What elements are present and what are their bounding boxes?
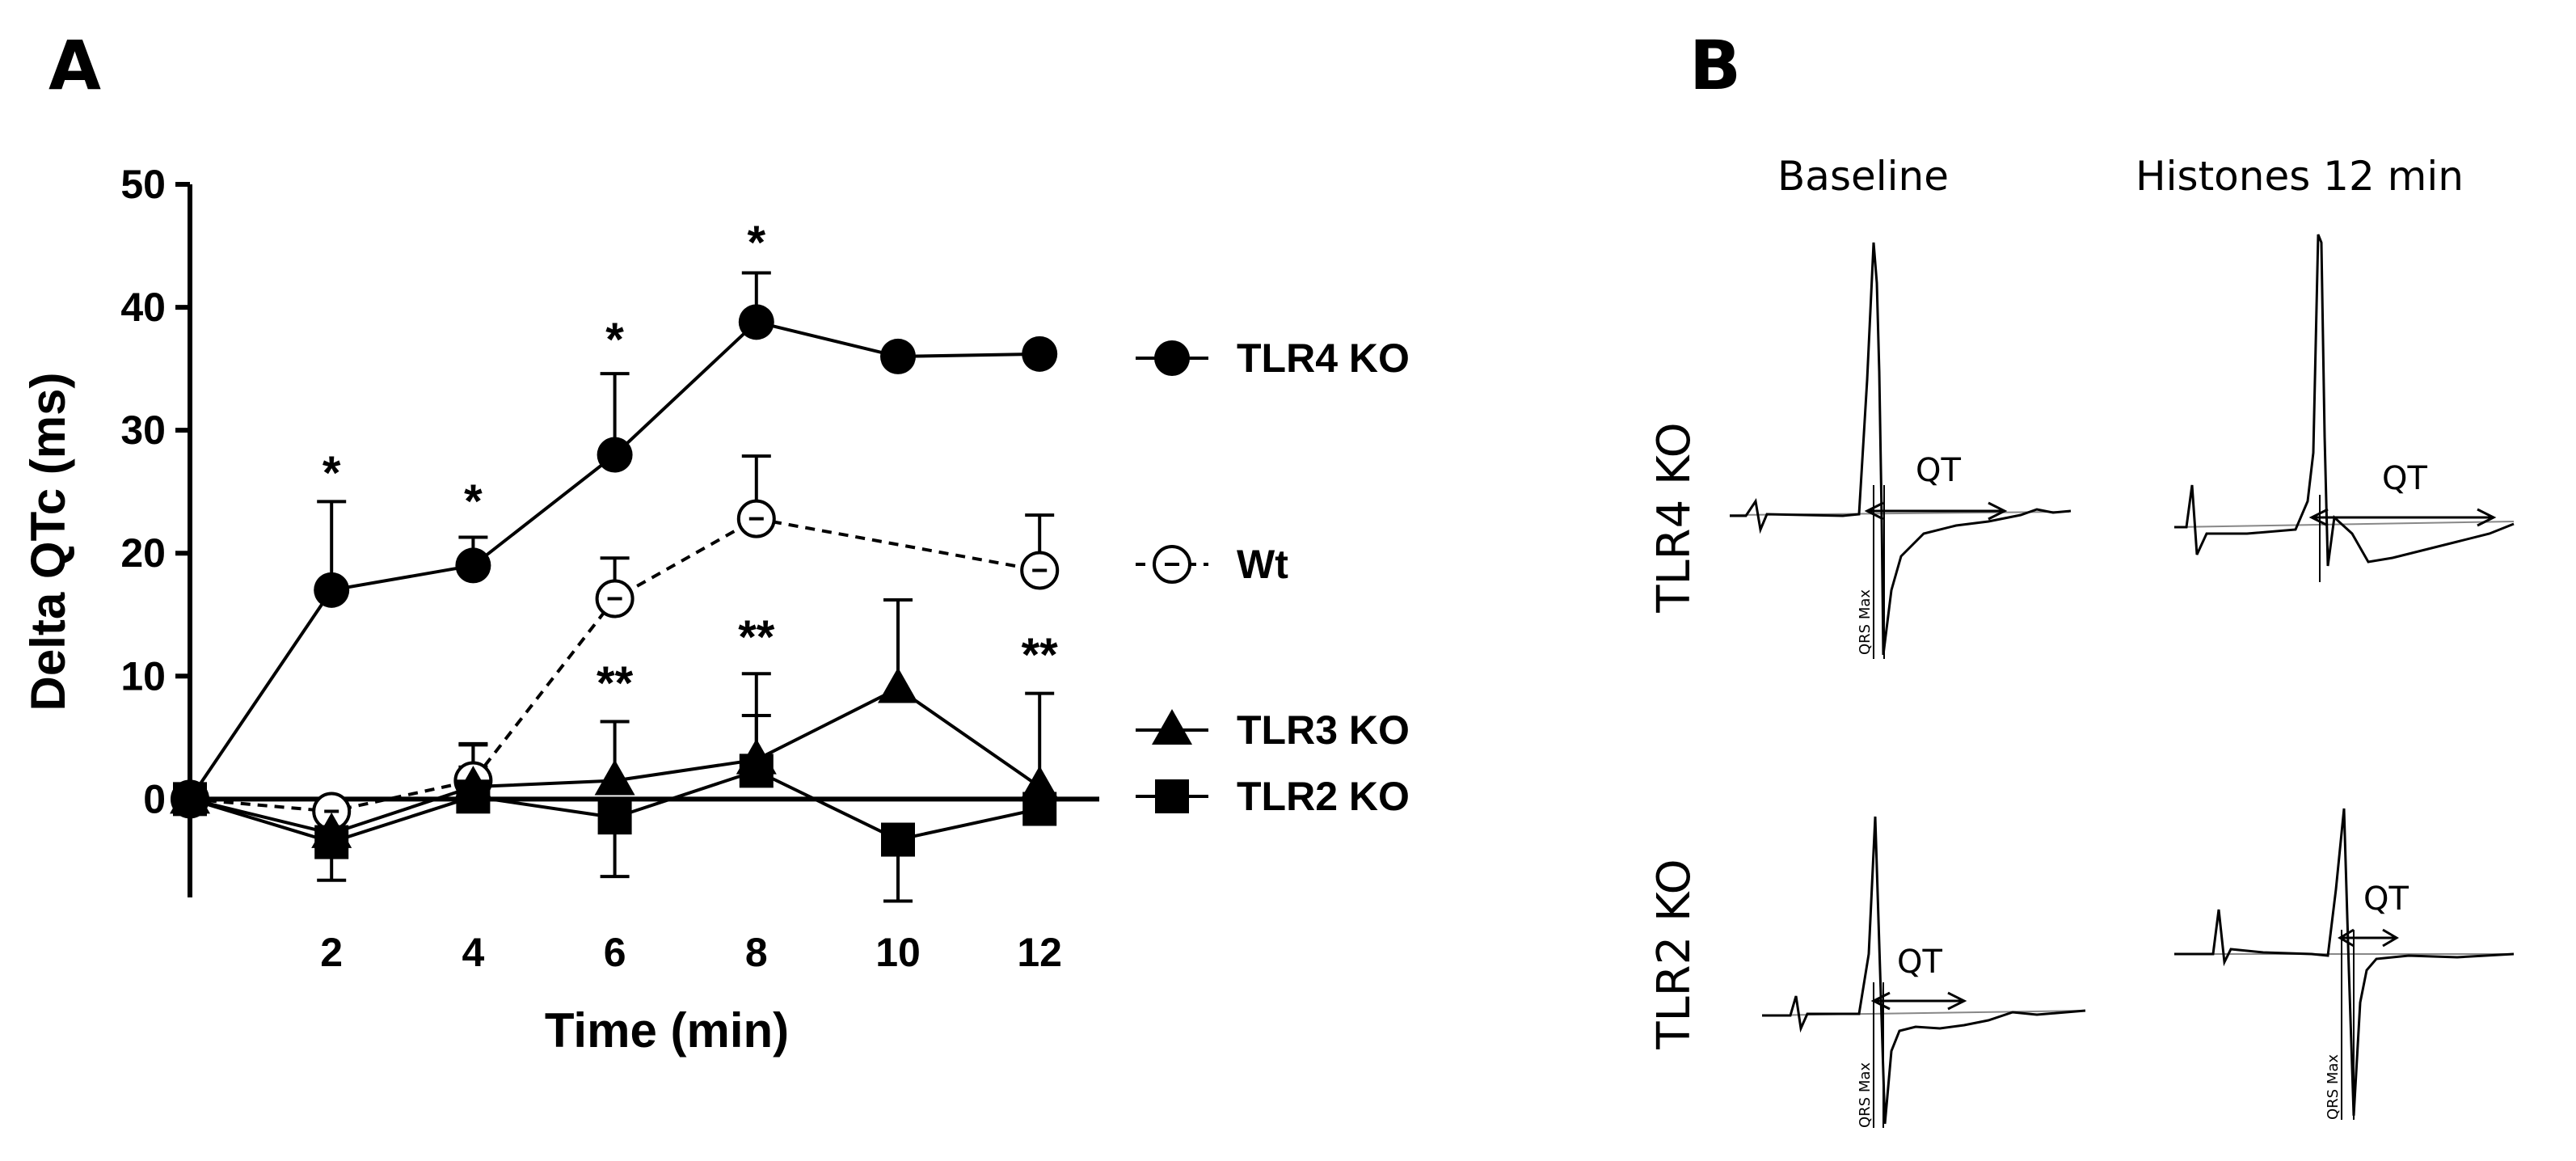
qt-label: QT bbox=[2382, 460, 2427, 497]
point-tlr2-ko bbox=[456, 779, 491, 814]
ecg-marker-label: QRS Max bbox=[1857, 1062, 1874, 1128]
x-ticks: 2 4 6 8 10 12 bbox=[320, 930, 1062, 975]
point-tlr2-ko bbox=[1022, 792, 1057, 826]
point-tlr2-ko bbox=[739, 754, 774, 788]
significance-mark: ** bbox=[1022, 629, 1059, 682]
significance-mark: * bbox=[748, 217, 766, 269]
x-tick-label: 2 bbox=[320, 930, 343, 975]
x-tick-label: 12 bbox=[1017, 930, 1062, 975]
point-tlr3-ko bbox=[878, 667, 918, 703]
ecg-trace-tlr4-histones: QT bbox=[2173, 234, 2515, 582]
ecg-panel: Baseline Histones 12 min TLR4 KO TLR2 KO… bbox=[1648, 153, 2515, 1128]
row-label-tlr4: TLR4 KO bbox=[1648, 422, 1701, 613]
legend-label-wt: Wt bbox=[1237, 542, 1288, 587]
point-tlr4-ko bbox=[880, 338, 916, 374]
col-title-baseline: Baseline bbox=[1777, 153, 1949, 200]
point-tlr4-ko bbox=[738, 304, 774, 340]
y-tick-label: 30 bbox=[120, 407, 166, 453]
legend-label-tlr4-ko: TLR4 KO bbox=[1237, 336, 1410, 381]
point-tlr4-ko bbox=[597, 437, 633, 473]
significance-mark: * bbox=[464, 475, 483, 528]
point-tlr4-ko bbox=[455, 547, 491, 584]
qt-label: QT bbox=[1897, 944, 1942, 981]
y-tick-label: 40 bbox=[120, 285, 166, 330]
ecg-marker-label: QRS Max bbox=[1857, 589, 1874, 655]
point-wt bbox=[595, 579, 635, 618]
legend-marker-tlr4-ko bbox=[1154, 340, 1190, 376]
point-tlr2-ko bbox=[881, 822, 915, 857]
y-tick-label: 50 bbox=[120, 162, 166, 207]
significance-mark: * bbox=[323, 447, 341, 500]
panel-label-b: B bbox=[1689, 26, 1741, 105]
ecg-trace-tlr2-baseline: QRS Max QT bbox=[1761, 816, 2086, 1128]
qt-label: QT bbox=[1916, 452, 1961, 489]
row-label-tlr2: TLR2 KO bbox=[1648, 859, 1701, 1049]
x-tick-label: 6 bbox=[604, 930, 626, 975]
x-axis-label: Time (min) bbox=[545, 1003, 789, 1058]
legend-marker-tlr3-ko bbox=[1152, 709, 1192, 745]
ecg-trace-tlr2-histones: QRS Max QT bbox=[2174, 808, 2515, 1120]
y-tick-label: 0 bbox=[143, 776, 166, 821]
y-axis-label: Delta QTc (ms) bbox=[21, 373, 75, 711]
point-tlr2-ko bbox=[173, 782, 207, 817]
point-wt bbox=[1020, 551, 1060, 590]
x-tick-label: 4 bbox=[462, 930, 484, 975]
panel-label-a: A bbox=[48, 26, 101, 105]
point-tlr4-ko bbox=[1022, 336, 1058, 372]
point-tlr4-ko bbox=[314, 572, 350, 608]
significance-mark: ** bbox=[597, 657, 634, 710]
ecg-trace-tlr4-baseline: QRS Max QT bbox=[1729, 242, 2072, 659]
legend: TLR4 KO Wt TLR3 KO TLR2 KO bbox=[1136, 336, 1410, 819]
significance-mark: ** bbox=[738, 611, 775, 664]
significance-annotations: ******** ** bbox=[323, 217, 1058, 710]
col-title-histones: Histones 12 min bbox=[2135, 153, 2464, 200]
y-ticks: 0 10 20 30 40 50 bbox=[120, 162, 190, 821]
point-wt bbox=[736, 499, 776, 538]
point-tlr3-ko bbox=[594, 759, 635, 796]
y-tick-label: 10 bbox=[120, 653, 166, 699]
x-tick-label: 8 bbox=[745, 930, 768, 975]
point-tlr2-ko bbox=[597, 800, 632, 835]
qt-label: QT bbox=[2363, 880, 2409, 918]
series-markers bbox=[170, 304, 1060, 859]
x-tick-label: 10 bbox=[875, 930, 921, 975]
ecg-marker-label: QRS Max bbox=[2325, 1054, 2342, 1120]
legend-marker-tlr2-ko bbox=[1155, 779, 1189, 813]
significance-mark: * bbox=[605, 314, 624, 366]
error-bars bbox=[317, 271, 1055, 903]
legend-label-tlr3-ko: TLR3 KO bbox=[1237, 707, 1410, 753]
point-tlr2-ko bbox=[314, 825, 349, 859]
legend-marker-wt bbox=[1153, 545, 1191, 584]
y-tick-label: 20 bbox=[120, 530, 166, 576]
legend-label-tlr2-ko: TLR2 KO bbox=[1237, 774, 1410, 819]
